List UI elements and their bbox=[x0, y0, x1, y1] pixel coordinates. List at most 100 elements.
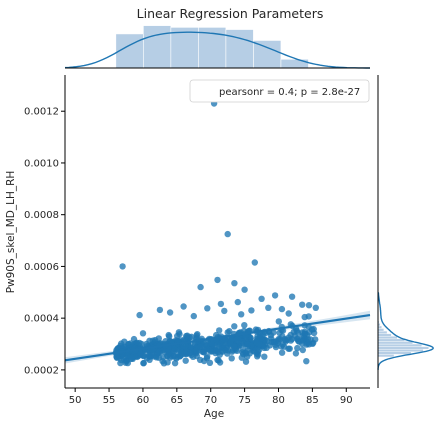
scatter-point bbox=[182, 343, 189, 350]
y-marginal-kde bbox=[377, 292, 434, 370]
y-marginal-bar bbox=[377, 325, 382, 329]
scatter-point bbox=[261, 353, 268, 360]
scatter-point bbox=[265, 304, 272, 311]
scatter-point bbox=[255, 346, 263, 354]
x-axis-label: Age bbox=[204, 408, 224, 420]
scatter-point bbox=[200, 348, 207, 355]
scatter-point bbox=[139, 330, 147, 337]
scatter-point bbox=[197, 343, 204, 350]
scatter-point bbox=[136, 339, 143, 347]
scatter-point bbox=[149, 337, 156, 344]
scatter-point bbox=[162, 338, 169, 345]
x-tick-label: 70 bbox=[204, 395, 217, 406]
y-marginal-bar bbox=[377, 341, 413, 345]
x-tick-label: 65 bbox=[170, 395, 183, 406]
scatter-point bbox=[253, 339, 261, 347]
scatter-point bbox=[215, 357, 222, 364]
scatter-point bbox=[197, 283, 204, 291]
scatter-point bbox=[187, 343, 194, 350]
scatter-point bbox=[119, 263, 126, 270]
scatter-point bbox=[180, 303, 187, 310]
y-marginal-plot bbox=[377, 75, 434, 388]
scatter-point bbox=[288, 293, 296, 300]
y-tick-label: 0.0008 bbox=[24, 210, 59, 221]
scatter-point bbox=[238, 311, 245, 318]
scatter-point bbox=[214, 276, 221, 284]
scatter-point bbox=[270, 338, 277, 345]
y-tick-label: 0.0010 bbox=[24, 158, 59, 169]
scatter-point bbox=[129, 354, 136, 361]
scatter-point bbox=[231, 323, 238, 330]
scatter-point bbox=[275, 318, 282, 325]
scatter-point bbox=[312, 336, 319, 343]
y-tick-label: 0.0002 bbox=[24, 365, 59, 376]
scatter-point bbox=[280, 343, 288, 350]
scatter-point bbox=[186, 349, 194, 357]
y-tick-label: 0.0012 bbox=[24, 107, 59, 118]
x-tick-label: 80 bbox=[272, 395, 285, 406]
scatter-point bbox=[299, 346, 306, 354]
scatter-point bbox=[206, 359, 214, 366]
scatter-point bbox=[251, 259, 258, 266]
scatter-point bbox=[282, 338, 289, 345]
scatter-point bbox=[155, 335, 162, 342]
y-marginal-bar bbox=[377, 338, 405, 342]
scatter-point bbox=[285, 310, 292, 317]
y-marginal-bar bbox=[377, 351, 412, 355]
scatter-point bbox=[258, 295, 265, 302]
x-marginal-bar bbox=[170, 27, 199, 69]
scatter-point bbox=[204, 305, 211, 312]
scatter-point bbox=[275, 337, 282, 344]
scatter-point bbox=[203, 342, 210, 349]
scatter-point bbox=[287, 337, 294, 344]
x-tick-label: 50 bbox=[69, 395, 82, 406]
scatter-point bbox=[117, 342, 124, 350]
y-marginal-bar bbox=[377, 348, 424, 352]
scatter-point bbox=[244, 341, 251, 348]
y-tick-label: 0.0004 bbox=[24, 314, 59, 325]
scatter-point bbox=[241, 286, 248, 293]
y-marginal-bar bbox=[377, 333, 392, 337]
scatter-point bbox=[159, 358, 166, 365]
x-tick-label: 55 bbox=[103, 395, 116, 406]
scatter-point bbox=[183, 332, 190, 340]
x-tick-label: 75 bbox=[238, 395, 251, 406]
scatter-point bbox=[217, 300, 225, 308]
scatter-point bbox=[278, 349, 286, 356]
scatter-point bbox=[233, 336, 240, 343]
scatter-point bbox=[254, 353, 261, 360]
scatter-point bbox=[207, 348, 214, 355]
legend-box bbox=[189, 79, 370, 103]
scatter-point bbox=[221, 307, 228, 315]
scatter-point bbox=[216, 327, 223, 334]
scatter-point bbox=[113, 354, 121, 361]
scatter-point bbox=[301, 313, 308, 321]
scatter-point bbox=[228, 355, 235, 362]
x-marginal-bar bbox=[225, 29, 254, 69]
scatter-point bbox=[145, 352, 152, 359]
y-marginal-bar bbox=[377, 343, 422, 347]
y-marginal-bar bbox=[377, 330, 388, 334]
scatter-point bbox=[222, 346, 229, 354]
regression-line bbox=[64, 313, 371, 362]
scatter-point bbox=[267, 332, 275, 339]
scatter-point bbox=[242, 350, 250, 357]
scatter-point bbox=[215, 345, 222, 352]
x-tick-label: 60 bbox=[137, 395, 150, 406]
scatter-point bbox=[171, 360, 179, 367]
scatter-point bbox=[140, 360, 147, 367]
scatter-point bbox=[166, 333, 173, 340]
scatter-point bbox=[193, 332, 200, 339]
scatter-point bbox=[271, 292, 279, 299]
main-scatter-plot bbox=[64, 100, 371, 367]
scatter-point bbox=[143, 340, 150, 348]
scatter-point bbox=[231, 280, 238, 287]
x-marginal-bar bbox=[143, 25, 172, 69]
scatter-point bbox=[242, 358, 250, 365]
scatter-point bbox=[279, 333, 286, 340]
scatter-point bbox=[182, 357, 189, 364]
legend-entry-text: pearsonr = 0.4; p = 2.8e-27 bbox=[219, 87, 360, 98]
x-marginal-plot bbox=[64, 25, 370, 69]
scatter-point bbox=[190, 312, 197, 320]
